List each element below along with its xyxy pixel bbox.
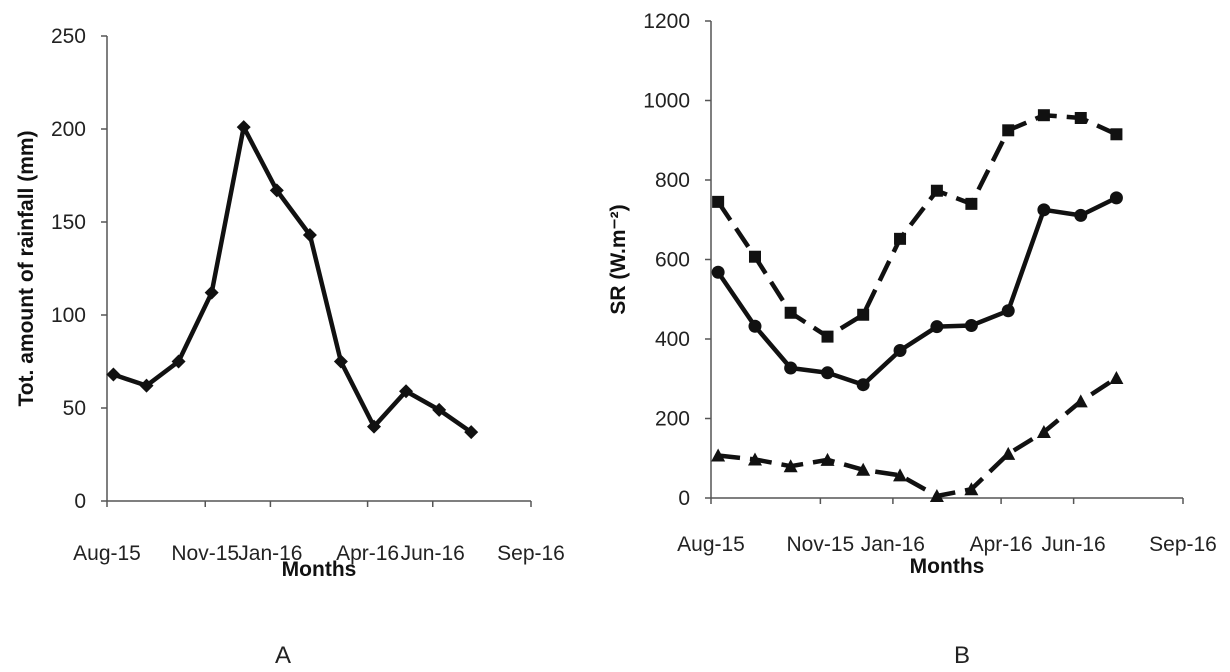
panel-a-rainfall-chart: 0 50 100 150 200 250 Aug-15 Nov-15 Jan-16 Apr-16 J… <box>15 25 565 581</box>
series-2-point <box>748 319 762 333</box>
y-tick-label: 1000 <box>643 90 690 113</box>
series-1-point <box>367 419 382 434</box>
series-3-point <box>964 482 979 496</box>
series-2-point <box>711 265 725 279</box>
series-1-point <box>106 367 121 382</box>
y-tick-label: 250 <box>51 25 86 48</box>
series-2-point <box>1037 203 1051 217</box>
series-1-point <box>1110 128 1123 141</box>
series-2-point <box>856 378 870 392</box>
y-tick-label: 100 <box>51 304 86 327</box>
x-tick-label: Aug-15 <box>73 542 141 565</box>
series-2-point <box>930 320 944 334</box>
y-tick-label: 400 <box>655 328 690 351</box>
series-1-point <box>432 402 447 417</box>
series-2-point <box>821 366 835 380</box>
series-3-point <box>1073 394 1088 408</box>
series-3-point <box>1036 425 1051 439</box>
series-2-point <box>964 318 978 332</box>
x-tick-label: Jan-16 <box>238 542 302 565</box>
series-1-point <box>139 378 154 393</box>
series-1-point <box>1037 109 1050 122</box>
series-1-point <box>236 120 251 135</box>
series-2-point <box>1001 304 1015 318</box>
series-1-point <box>930 184 943 197</box>
x-tick-label: Apr-16 <box>336 542 399 565</box>
series-1-point <box>464 425 479 440</box>
series-1-point <box>1074 111 1087 124</box>
y-tick-label: 50 <box>63 397 86 420</box>
series-1-point <box>821 330 834 343</box>
panel-label-b: B <box>954 642 970 669</box>
x-tick-label: Jun-16 <box>1042 533 1106 556</box>
series-3-point <box>929 489 944 503</box>
series-1-line <box>112 124 473 435</box>
series-2-point <box>893 344 907 358</box>
series-3-point <box>820 452 835 466</box>
x-tick-label: Jan-16 <box>861 533 925 556</box>
x-tick-label: Sep-16 <box>1149 533 1217 556</box>
series-3-point <box>783 459 798 473</box>
y-tick-label: 200 <box>51 118 86 141</box>
series-1-point <box>204 285 219 300</box>
x-tick-label: Jun-16 <box>401 542 465 565</box>
x-tick-label: Sep-16 <box>497 542 565 565</box>
y-tick-label: 200 <box>655 408 690 431</box>
y-tick-label: 1200 <box>643 10 690 33</box>
series-1-point <box>857 308 870 321</box>
series-3-point <box>1001 446 1016 460</box>
x-axis-title: Months <box>910 555 985 578</box>
series-2-point <box>1074 208 1088 222</box>
x-tick-label: Nov-15 <box>787 533 855 556</box>
x-tick-label: Nov-15 <box>171 542 239 565</box>
series-2-point <box>784 361 798 375</box>
series-2-point <box>1109 191 1123 205</box>
panel-label-a: A <box>275 642 291 669</box>
y-axis-title: SR (W.m⁻²) <box>607 204 630 314</box>
x-tick-label: Aug-15 <box>677 533 745 556</box>
series-1-line <box>716 112 1118 339</box>
series-1-point <box>269 183 284 198</box>
series-1-point <box>784 306 797 319</box>
series-3-point <box>1109 370 1124 384</box>
series-1-point <box>302 228 317 243</box>
series-3-point <box>747 452 762 466</box>
series-1-point <box>399 384 414 399</box>
panel-b-solar-radiation-chart: 0 200 400 600 800 1000 1200 Aug-15 Nov-15 Jan-16 A… <box>607 10 1217 578</box>
x-axis-title: Months <box>282 558 357 581</box>
y-tick-label: 0 <box>74 490 86 513</box>
series-3-point <box>893 468 908 482</box>
series-3-point <box>856 462 871 476</box>
y-tick-label: 0 <box>678 487 690 510</box>
series-1-point <box>171 354 186 369</box>
series-1-point <box>333 354 348 369</box>
series-1-point <box>965 197 978 210</box>
series-1-point <box>1002 124 1015 137</box>
x-tick-label: Apr-16 <box>970 533 1033 556</box>
series-3-point <box>711 448 726 462</box>
y-tick-label: 800 <box>655 169 690 192</box>
series-1-point <box>894 232 907 245</box>
y-tick-label: 150 <box>51 211 86 234</box>
series-1-point <box>712 195 725 208</box>
series-3-line <box>717 376 1118 499</box>
y-tick-label: 600 <box>655 249 690 272</box>
series-1-point <box>748 250 761 263</box>
y-axis-title: Tot. amount of rainfall (mm) <box>15 130 38 406</box>
